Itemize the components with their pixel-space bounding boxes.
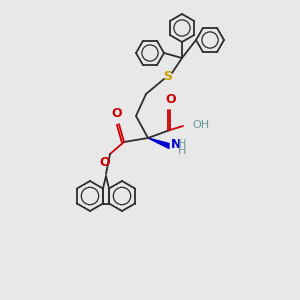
- Text: O: O: [100, 156, 110, 169]
- Text: O: O: [166, 93, 176, 106]
- Polygon shape: [148, 138, 169, 148]
- Text: H: H: [178, 139, 186, 149]
- Text: OH: OH: [192, 120, 209, 130]
- Text: N: N: [171, 139, 181, 152]
- Text: H: H: [178, 146, 186, 156]
- Text: S: S: [164, 70, 172, 83]
- Text: O: O: [112, 107, 122, 120]
